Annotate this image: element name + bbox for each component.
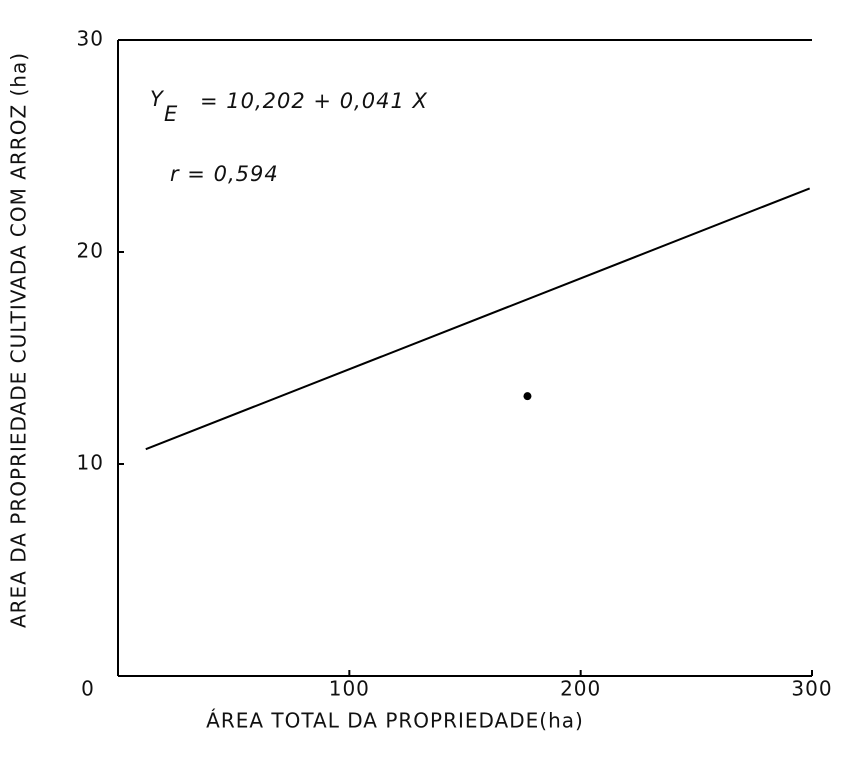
equation-rest: = 10,202 + 0,041 X <box>200 89 428 113</box>
y-axis-label: AREA DA PROPRIEDADE CULTIVADA COM ARROZ … <box>7 52 31 628</box>
x-tick-label: 300 <box>791 677 832 701</box>
equation-subscript: E <box>164 102 178 126</box>
x-tick-label: 100 <box>329 677 370 701</box>
y-tick-label: 30 <box>77 27 104 51</box>
data-point <box>523 392 532 401</box>
x-axis-label: ÁREA TOTAL DA PROPRIEDADE(ha) <box>206 709 584 733</box>
y-tick-label: 10 <box>77 451 104 475</box>
equation-y: Y <box>150 87 165 111</box>
y-tick-label: 20 <box>77 239 104 263</box>
x-tick-label: 200 <box>560 677 601 701</box>
y-tick-label: 0 <box>81 677 95 701</box>
regression-line <box>145 187 811 451</box>
equation: Y E = 10,202 + 0,041 X <box>150 87 428 126</box>
correlation: r = 0,594 <box>170 162 279 186</box>
